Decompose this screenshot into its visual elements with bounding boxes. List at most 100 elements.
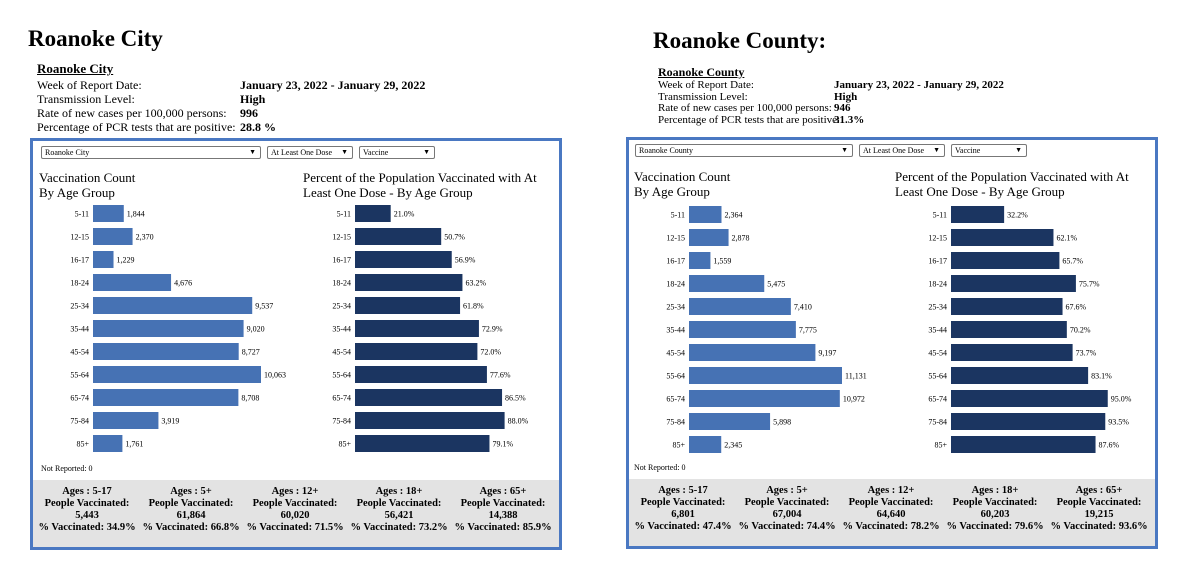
type-dropdown[interactable]: Vaccine ▼ xyxy=(951,144,1027,157)
locality-dropdown[interactable]: Roanoke County ▼ xyxy=(635,144,853,157)
bar-75-84 xyxy=(93,412,159,429)
bar-85+ xyxy=(93,435,123,452)
category-label: 55-64 xyxy=(70,371,89,380)
bar-65-74 xyxy=(951,390,1108,407)
bar-75-84 xyxy=(951,413,1106,430)
data-label: 86.5% xyxy=(505,394,526,403)
city-dashboard-panel: Roanoke City ▼ At Least One Dose ▼ Vaccine… xyxy=(30,138,562,550)
bar-65-74 xyxy=(355,389,503,406)
city-name: Roanoke City xyxy=(37,61,114,76)
data-label: 7,410 xyxy=(794,303,812,312)
data-label: 1,559 xyxy=(713,257,731,266)
category-label: 75-84 xyxy=(666,418,685,427)
data-label: 1,761 xyxy=(125,440,143,449)
bar-25-34 xyxy=(93,297,253,314)
category-label: 45-54 xyxy=(70,348,89,357)
data-label: 32.2% xyxy=(1007,211,1028,220)
pcr-label: Percentage of PCR tests that are positiv… xyxy=(37,120,236,134)
summary-5-17: Ages : 5-17 People Vaccinated: 6,801% Vacc… xyxy=(634,485,732,532)
transmission-value: High xyxy=(240,92,266,106)
data-label: 75.7% xyxy=(1079,280,1100,289)
bar-25-34 xyxy=(951,298,1063,315)
data-label: 88.0% xyxy=(508,417,529,426)
county-info-block: Roanoke County Week of Report Date: Janua… xyxy=(658,66,1058,126)
bar-12-15 xyxy=(951,229,1054,246)
data-label: 83.1% xyxy=(1091,372,1112,381)
bar-45-54 xyxy=(951,344,1073,361)
bar-12-15 xyxy=(93,228,133,245)
data-label: 4,676 xyxy=(174,279,192,288)
data-label: 65.7% xyxy=(1062,257,1083,266)
county-summary-strip: Ages : 5-17 People Vaccinated: 6,801% Vacc… xyxy=(629,479,1155,546)
category-label: 12-15 xyxy=(332,233,351,242)
data-label: 72.0% xyxy=(480,348,501,357)
data-label: 7,775 xyxy=(799,326,817,335)
bar-5-11 xyxy=(689,206,722,223)
bar-35-44 xyxy=(689,321,796,338)
bar-45-54 xyxy=(689,344,816,361)
bar-16-17 xyxy=(689,252,711,269)
transmission-label: Transmission Level: xyxy=(658,90,748,103)
summary-65-plus: Ages : 65+ People Vaccinated: 14,388% Vacc… xyxy=(454,486,552,533)
bar-18-24 xyxy=(355,274,463,291)
county-dashboard-panel: Roanoke County ▼ At Least One Dose ▼ Vacci… xyxy=(626,137,1158,549)
city-info-block: Roanoke City Week of Report Date: January… xyxy=(37,61,457,135)
data-label: 1,229 xyxy=(117,256,135,265)
data-label: 93.5% xyxy=(1108,418,1129,427)
bar-16-17 xyxy=(355,251,452,268)
data-label: 5,898 xyxy=(773,418,791,427)
bar-35-44 xyxy=(93,320,244,337)
dose-dropdown[interactable]: At Least One Dose ▼ xyxy=(267,146,353,159)
category-label: 45-54 xyxy=(666,349,685,358)
summary-5-plus: Ages : 5+ People Vaccinated: 61,864% Vacci… xyxy=(142,486,240,533)
week-label: Week of Report Date: xyxy=(37,78,142,92)
category-label: 16-17 xyxy=(70,256,89,265)
bar-45-54 xyxy=(93,343,239,360)
category-label: 85+ xyxy=(934,441,947,450)
data-label: 2,345 xyxy=(724,441,742,450)
bar-12-15 xyxy=(689,229,729,246)
data-label: 62.1% xyxy=(1056,234,1077,243)
category-label: 18-24 xyxy=(666,280,685,289)
summary-5-17: Ages : 5-17 People Vaccinated: 5,443% Vacc… xyxy=(38,486,136,533)
bar-55-64 xyxy=(93,366,261,383)
data-label: 67.6% xyxy=(1066,303,1087,312)
category-label: 75-84 xyxy=(332,417,351,426)
category-label: 25-34 xyxy=(928,303,947,312)
category-label: 18-24 xyxy=(332,279,351,288)
data-label: 2,370 xyxy=(136,233,154,242)
bar-5-11 xyxy=(951,206,1005,223)
category-label: 55-64 xyxy=(928,372,947,381)
rate-value: 996 xyxy=(240,106,258,120)
summary-65-plus: Ages : 65+ People Vaccinated: 19,215% Vacc… xyxy=(1050,485,1148,532)
rate-label: Rate of new cases per 100,000 persons: xyxy=(37,106,227,120)
category-label: 85+ xyxy=(76,440,89,449)
category-label: 85+ xyxy=(338,440,351,449)
count-chart-title: Vaccination Count By Age Group xyxy=(39,170,136,200)
pcr-value: 31.3% xyxy=(834,113,865,126)
week-label: Week of Report Date: xyxy=(658,79,754,91)
bar-25-34 xyxy=(355,297,461,314)
data-label: 9,020 xyxy=(247,325,265,334)
category-label: 35-44 xyxy=(928,326,947,335)
data-label: 2,878 xyxy=(732,234,750,243)
rate-value: 946 xyxy=(834,102,851,114)
bar-55-64 xyxy=(355,366,487,383)
bar-5-11 xyxy=(93,205,124,222)
category-label: 65-74 xyxy=(928,395,947,404)
transmission-label: Transmission Level: xyxy=(37,92,135,106)
bar-18-24 xyxy=(93,274,172,291)
data-label: 56.9% xyxy=(455,256,476,265)
category-label: 16-17 xyxy=(666,257,685,266)
data-label: 95.0% xyxy=(1111,395,1132,404)
category-label: 25-34 xyxy=(332,302,351,311)
locality-dropdown[interactable]: Roanoke City ▼ xyxy=(41,146,261,159)
count-chart-title: Vaccination Count By Age Group xyxy=(634,169,731,199)
bar-35-44 xyxy=(355,320,479,337)
type-dropdown[interactable]: Vaccine ▼ xyxy=(359,146,435,159)
data-label: 10,972 xyxy=(843,395,865,404)
city-count-chart: 5-11 1,844 12-15 2,370 16-17 1,229 18-24 4,676 2… xyxy=(70,205,286,452)
dose-dropdown[interactable]: At Least One Dose ▼ xyxy=(859,144,945,157)
summary-12-plus: Ages : 12+ People Vaccinated: 60,020% Vacc… xyxy=(246,486,344,533)
data-label: 21.0% xyxy=(394,210,415,219)
